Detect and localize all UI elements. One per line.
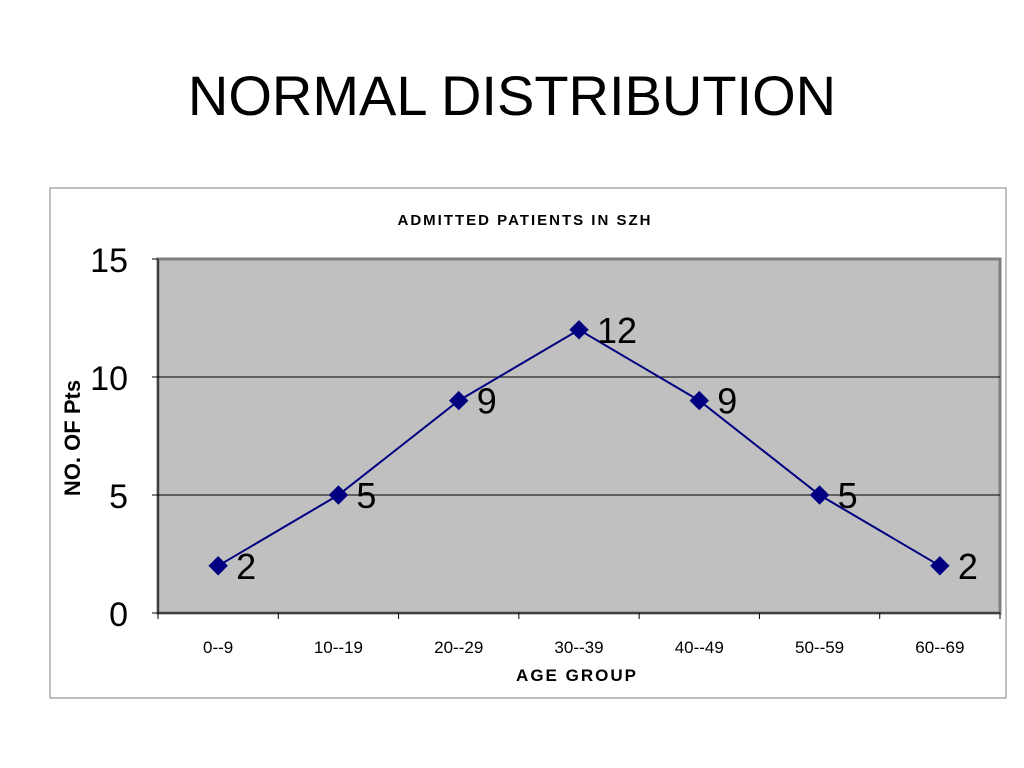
x-tick-label: 10--19 xyxy=(314,638,363,657)
data-point-marker xyxy=(208,556,228,576)
x-tick-label: 20--29 xyxy=(434,638,483,657)
x-axis: 0--9 10--19 20--29 30--39 40--49 50--59 60--69 xyxy=(157,612,1001,657)
chart-title: ADMITTED PATIENTS IN SZH xyxy=(398,212,653,229)
data-label: 2 xyxy=(236,546,256,587)
y-axis: 0 5 10 15 xyxy=(90,242,159,634)
data-label: 5 xyxy=(356,475,376,516)
x-tick-label: 0--9 xyxy=(203,638,233,657)
data-label: 9 xyxy=(477,381,497,422)
x-axis-label: AGE GROUP xyxy=(516,666,638,685)
y-tick-label: 15 xyxy=(90,242,128,280)
gridlines xyxy=(158,376,1000,496)
data-point-marker xyxy=(809,485,830,505)
x-tick-label: 50--59 xyxy=(795,638,844,657)
data-point-marker xyxy=(328,485,349,505)
y-tick-label: 5 xyxy=(109,478,128,516)
y-axis-label: NO. OF Pts xyxy=(60,380,85,496)
data-point-marker xyxy=(569,320,589,340)
x-tick-label: 30--39 xyxy=(554,638,603,657)
x-tick-label: 40--49 xyxy=(675,638,724,657)
plot-area xyxy=(156,257,1002,615)
x-tick-label: 60--69 xyxy=(915,638,964,657)
data-label: 5 xyxy=(838,475,858,516)
data-point-marker xyxy=(689,390,709,411)
data-point-marker xyxy=(930,556,950,576)
slide-title: NORMAL DISTRIBUTION xyxy=(187,64,837,127)
data-label: 12 xyxy=(597,310,637,351)
data-label: 9 xyxy=(717,381,737,422)
y-tick-label: 0 xyxy=(109,596,128,634)
data-point-marker xyxy=(449,390,469,411)
y-tick-label: 10 xyxy=(90,360,128,398)
series-layer: 2 5 9 12 9 5 2 xyxy=(208,310,978,587)
data-label: 2 xyxy=(958,546,978,587)
